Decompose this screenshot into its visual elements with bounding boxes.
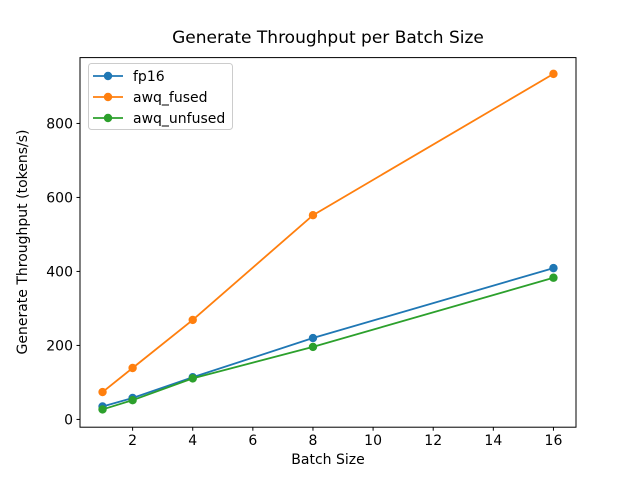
legend-label: awq_fused [133,90,208,106]
legend-swatch-marker [103,113,113,123]
series-marker-fp16 [308,333,318,343]
legend-item-awq_unfused: awq_unfused [93,111,225,127]
series-marker-awq_unfused [188,374,197,383]
series-marker-awq_fused [188,315,197,325]
y-tick-label: 400 [46,264,73,280]
y-tick-label: 600 [46,190,73,206]
x-tick-label: 16 [545,433,563,449]
series-marker-awq_fused [549,69,558,79]
series-marker-awq_unfused [308,342,318,352]
x-tick-label: 14 [484,433,502,449]
series-marker-awq_unfused [98,405,107,414]
legend: fp16 awq_fused awq_unfused [88,63,233,130]
y-tick-label: 200 [46,338,73,354]
x-tick-label: 4 [188,433,197,449]
legend-item-awq_fused: awq_fused [93,90,208,106]
x-tick-label: 8 [309,433,318,449]
legend-label: awq_unfused [133,111,225,127]
x-axis-label: Batch Size [291,452,365,468]
x-tick-label: 2 [128,433,137,449]
legend-box [88,63,233,130]
legend-label: fp16 [133,69,165,85]
legend-item-fp16: fp16 [93,69,165,85]
series-marker-awq_unfused [128,395,137,405]
series-marker-awq_unfused [549,273,558,282]
x-tick-label: 12 [424,433,442,449]
chart-title: Generate Throughput per Batch Size [172,28,484,48]
series-line-awq_unfused [102,276,554,411]
x-tick-label: 6 [248,433,257,449]
y-tick-label: 800 [46,116,73,132]
axes-frame [79,57,577,428]
series-marker-fp16 [549,263,558,273]
legend-swatch-marker [103,92,113,102]
series-marker-awq_fused [128,363,137,373]
series-marker-awq_fused [98,387,107,397]
series-marker-awq_fused [308,211,318,220]
legend-swatch-marker [103,71,113,81]
y-tick-label: 0 [64,412,73,428]
x-tick-label: 10 [364,433,382,449]
